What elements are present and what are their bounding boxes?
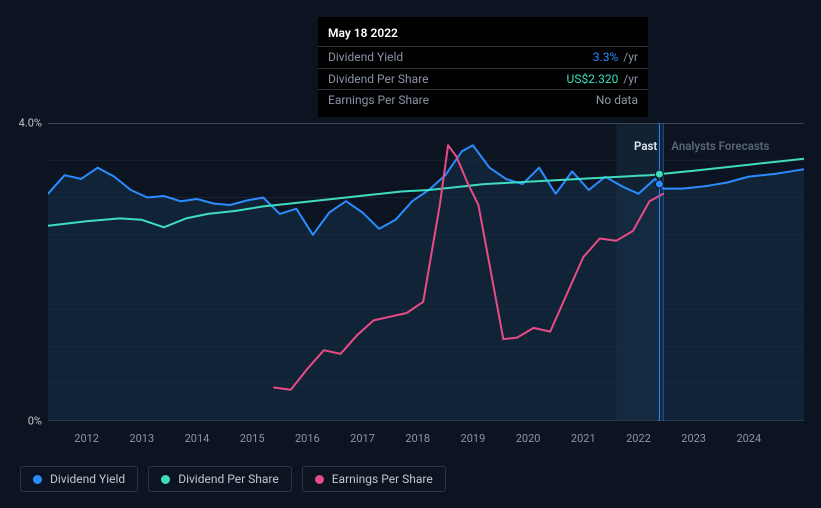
tooltip-row: Dividend Yield 3.3% /yr (318, 46, 648, 68)
legend-dot-icon (33, 475, 42, 484)
y-axis-label: 4.0% (19, 117, 42, 130)
legend-label: Earnings Per Share (332, 472, 433, 486)
tooltip-row: Earnings Per Share No data (318, 89, 648, 111)
legend-dot-icon (161, 475, 170, 484)
tooltip-row-value: No data (596, 92, 638, 109)
x-axis-tick: 2017 (350, 432, 375, 445)
legend-label: Dividend Per Share (178, 472, 279, 486)
hover-tooltip: May 18 2022 Dividend Yield3.3% /yrDivide… (318, 17, 648, 117)
x-axis-tick: 2020 (516, 432, 541, 445)
tooltip-row-label: Dividend Per Share (328, 71, 429, 88)
legend-item-dividend-per-share[interactable]: Dividend Per Share (148, 466, 292, 492)
y-axis-label: 0% (28, 415, 42, 428)
legend-item-dividend-yield[interactable]: Dividend Yield (20, 466, 138, 492)
tooltip-row: Dividend Per Share US$2.320 /yr (318, 68, 648, 90)
legend-item-earnings-per-share[interactable]: Earnings Per Share (302, 466, 446, 492)
tooltip-row-label: Earnings Per Share (328, 92, 429, 109)
chart-area[interactable]: 4.0%0% Past Analysts Forecasts (48, 123, 804, 421)
x-axis-tick: 2016 (295, 432, 320, 445)
forecast-label: Analysts Forecasts (671, 139, 769, 153)
past-label: Past (634, 139, 657, 153)
x-axis-tick: 2015 (240, 432, 265, 445)
x-axis-tick: 2013 (129, 432, 154, 445)
tooltip-row-value: 3.3% /yr (593, 49, 638, 66)
legend-label: Dividend Yield (50, 472, 125, 486)
x-axis-tick: 2014 (185, 432, 210, 445)
tooltip-date: May 18 2022 (318, 23, 648, 46)
x-axis-tick: 2023 (681, 432, 706, 445)
x-axis-tick: 2018 (405, 432, 430, 445)
legend: Dividend Yield Dividend Per Share Earnings… (20, 466, 446, 492)
legend-dot-icon (315, 475, 324, 484)
x-axis-tick: 2021 (571, 432, 596, 445)
x-axis-tick: 2022 (626, 432, 651, 445)
line-chart-svg (48, 123, 804, 421)
x-axis-tick: 2024 (736, 432, 761, 445)
chart-container: May 18 2022 Dividend Yield3.3% /yrDivide… (0, 0, 821, 508)
tooltip-row-label: Dividend Yield (328, 49, 403, 66)
x-axis-tick: 2012 (74, 432, 99, 445)
x-axis-labels: 2012 2013 2014 2015 2016 2017 2018 2019 2020 2021… (48, 432, 804, 446)
x-axis-tick: 2019 (461, 432, 486, 445)
tooltip-row-value: US$2.320 /yr (567, 71, 638, 88)
